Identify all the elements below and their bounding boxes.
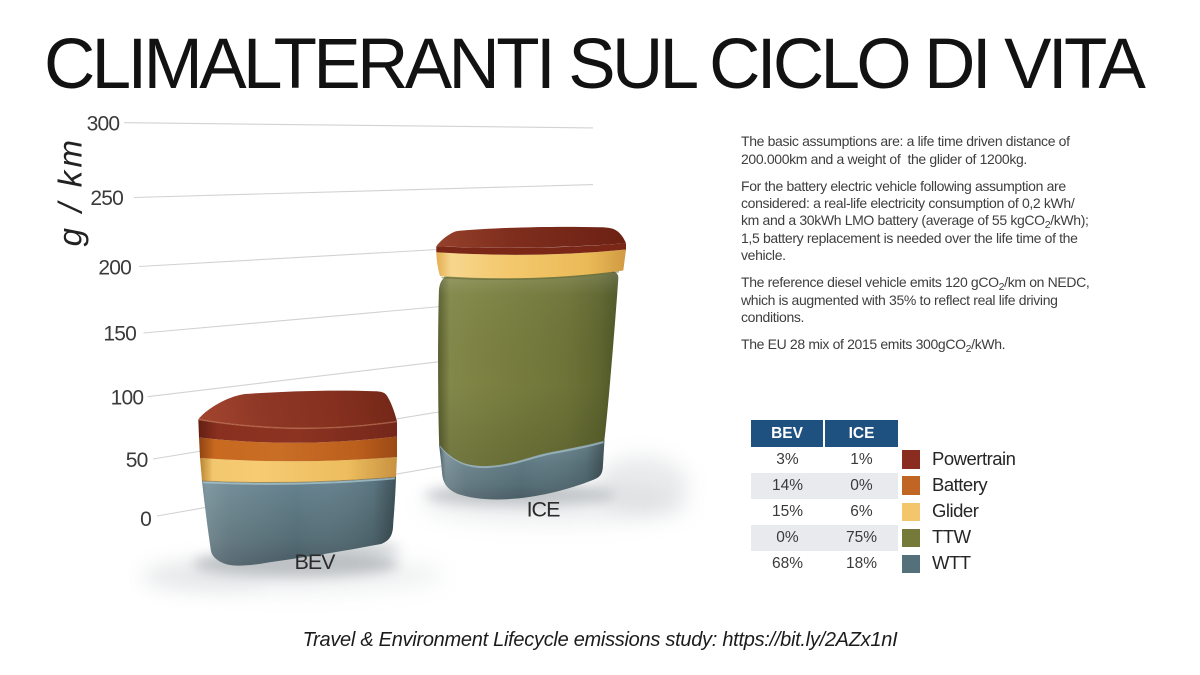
svg-text:ICE: ICE <box>527 498 561 522</box>
svg-text:300: 300 <box>87 113 120 136</box>
svg-text:0: 0 <box>140 508 151 531</box>
svg-text:BEV: BEV <box>294 550 336 574</box>
svg-text:g / km: g / km <box>52 137 89 247</box>
svg-text:150: 150 <box>103 323 136 346</box>
svg-text:100: 100 <box>111 387 144 410</box>
svg-text:50: 50 <box>126 449 148 472</box>
svg-text:250: 250 <box>90 187 123 210</box>
svg-text:200: 200 <box>98 257 131 280</box>
